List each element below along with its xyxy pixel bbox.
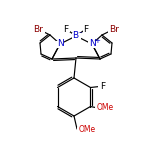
Bar	[71, 33, 81, 40]
Text: B: B	[72, 31, 78, 40]
Text: ⁻: ⁻	[78, 31, 82, 37]
Bar	[95, 105, 116, 111]
Bar	[31, 26, 45, 33]
Text: F: F	[100, 82, 105, 91]
Text: Br: Br	[33, 24, 43, 33]
Text: F: F	[63, 24, 69, 33]
Text: Br: Br	[109, 24, 119, 33]
Bar	[98, 83, 106, 90]
Text: +: +	[94, 38, 100, 44]
Text: OMe: OMe	[78, 126, 96, 135]
Bar	[77, 126, 97, 133]
Bar	[107, 26, 121, 33]
Text: F: F	[83, 24, 89, 33]
Bar	[83, 26, 90, 32]
Text: N: N	[57, 40, 63, 48]
Bar	[88, 40, 96, 47]
Text: N: N	[89, 40, 95, 48]
Text: OMe: OMe	[97, 103, 114, 112]
Bar	[62, 26, 69, 32]
Bar	[56, 40, 64, 47]
